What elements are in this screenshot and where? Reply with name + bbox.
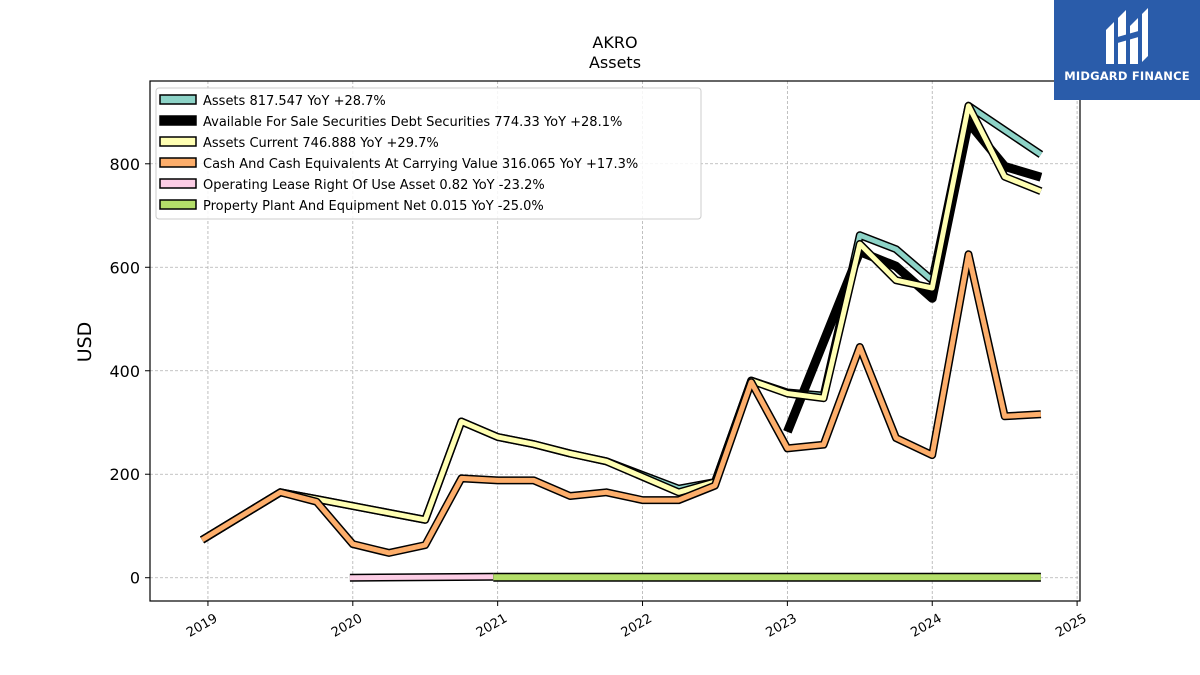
midgard-finance-logo: MIDGARD FINANCE	[1054, 0, 1200, 100]
x-tick-label: 2025	[1053, 611, 1089, 641]
x-tick-label: 2023	[764, 611, 800, 641]
legend-item: Property Plant And Equipment Net 0.015 Y…	[159, 199, 544, 214]
legend-label: Available For Sale Securities Debt Secur…	[203, 115, 622, 130]
series-3	[200, 250, 1042, 557]
y-tick-label: 600	[109, 258, 140, 277]
brand-name: MIDGARD FINANCE	[1064, 69, 1190, 83]
series-line	[349, 574, 494, 581]
x-tick-label: 2019	[184, 611, 220, 641]
legend-box	[155, 87, 702, 220]
legend-item: Operating Lease Right Of Use Asset 0.82 …	[159, 178, 545, 193]
legend-label: Assets Current 746.888 YoY +29.7%	[203, 136, 439, 151]
legend-label: Assets 817.547 YoY +28.7%	[203, 94, 386, 109]
legend-swatch	[159, 199, 197, 210]
midgard-logo-icon	[1106, 8, 1148, 64]
legend-swatch	[159, 94, 197, 105]
legend-item: Cash And Cash Equivalents At Carrying Va…	[159, 157, 638, 172]
chart-subtitle: Assets	[589, 53, 641, 72]
series-line	[200, 251, 1042, 556]
legend-label: Cash And Cash Equivalents At Carrying Va…	[203, 157, 638, 172]
plot-frame	[149, 80, 1081, 602]
legend-label: Operating Lease Right Of Use Asset 0.82 …	[203, 178, 545, 193]
x-tick-label: 2021	[474, 611, 510, 641]
series-layer	[200, 101, 1044, 582]
legend-label: Property Plant And Equipment Net 0.015 Y…	[203, 199, 544, 214]
x-tick-label: 2020	[329, 611, 365, 641]
legend-item: Available For Sale Securities Debt Secur…	[159, 115, 622, 130]
y-tick-label: 800	[109, 155, 140, 174]
y-tick-label: 0	[130, 569, 140, 588]
series-4	[349, 572, 494, 582]
legend-item: Assets 817.547 YoY +28.7%	[159, 94, 386, 109]
legend-swatch	[159, 115, 197, 126]
legend-swatch	[159, 136, 197, 147]
series-line	[200, 103, 1042, 543]
y-axis-label: USD	[74, 322, 96, 363]
series-line-outline	[200, 250, 1042, 557]
y-tick-label: 200	[109, 465, 140, 484]
chart-title: AKRO	[592, 33, 637, 52]
legend-item: Assets Current 746.888 YoY +29.7%	[159, 136, 439, 151]
legend: Assets 817.547 YoY +28.7% Available For S…	[155, 87, 702, 220]
series-2	[200, 101, 1043, 544]
x-tick-label: 2022	[619, 611, 655, 641]
legend-swatch	[159, 178, 197, 189]
x-tick-label: 2024	[908, 611, 944, 641]
legend-swatch	[159, 157, 197, 168]
y-tick-label: 400	[109, 362, 140, 381]
